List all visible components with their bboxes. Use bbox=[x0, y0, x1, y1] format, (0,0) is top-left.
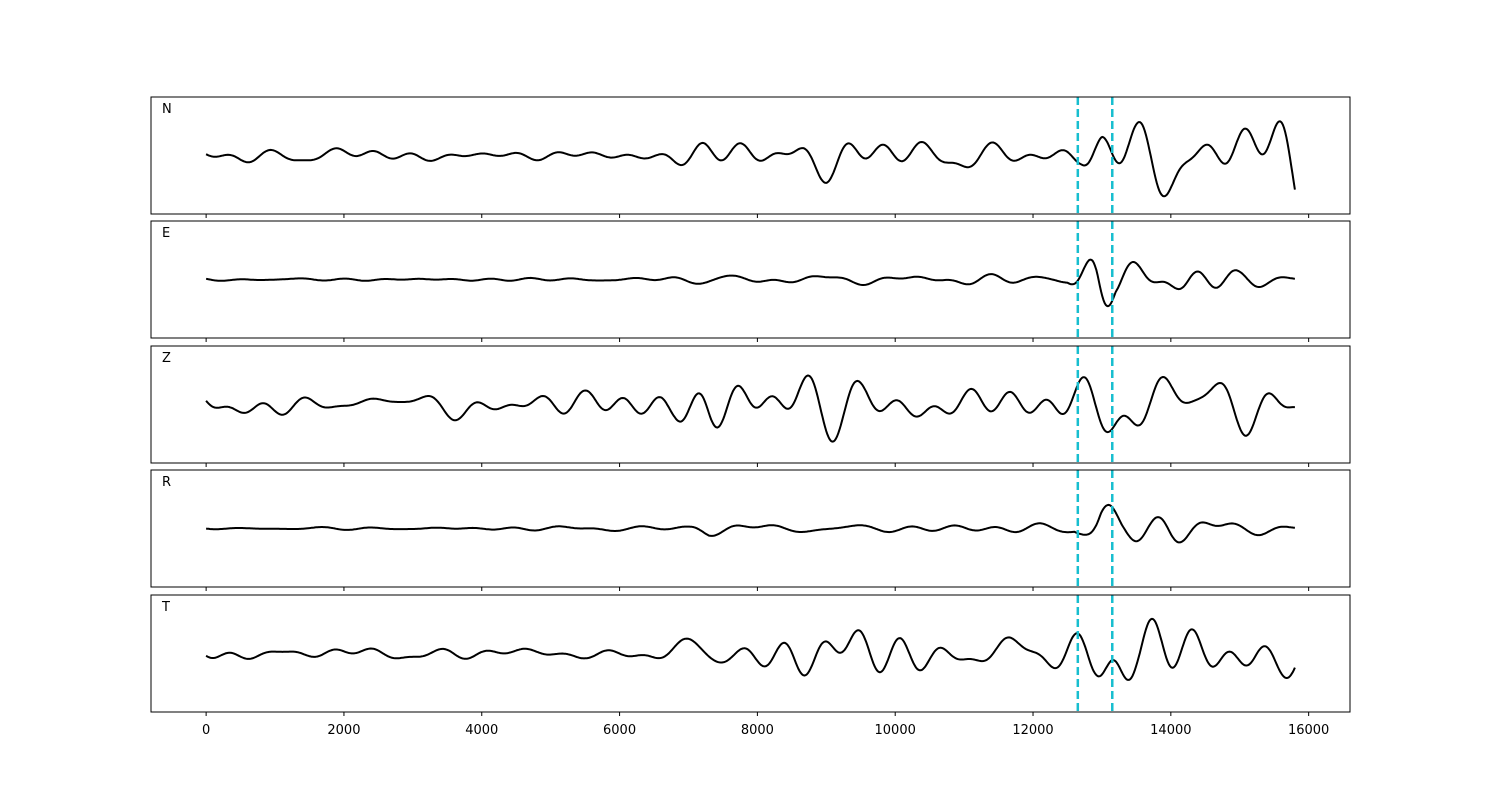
panel-frame bbox=[150, 594, 1351, 713]
panel-t: T bbox=[150, 594, 1351, 716]
panel-n: N bbox=[150, 96, 1351, 218]
x-tick-label: 12000 bbox=[1012, 723, 1053, 738]
trace-e bbox=[205, 258, 1295, 308]
trace-t bbox=[205, 617, 1296, 681]
panel-e: E bbox=[150, 220, 1351, 342]
x-tick-label: 10000 bbox=[875, 723, 916, 738]
panel-label: R bbox=[162, 475, 171, 490]
panels-group: N E Z R T bbox=[150, 96, 1351, 716]
panel-label: N bbox=[162, 102, 172, 117]
panel-label: E bbox=[162, 226, 170, 241]
panel-frame bbox=[150, 345, 1351, 464]
x-tick-label: 6000 bbox=[603, 723, 636, 738]
x-tick-label: 2000 bbox=[327, 723, 360, 738]
x-tick-label: 8000 bbox=[741, 723, 774, 738]
panel-r: R bbox=[150, 469, 1351, 591]
x-tick-label: 14000 bbox=[1150, 723, 1191, 738]
panel-label: T bbox=[161, 600, 170, 615]
trace-z bbox=[205, 374, 1295, 443]
x-tick-label: 0 bbox=[202, 723, 210, 738]
panel-frame bbox=[150, 220, 1351, 339]
x-tick-label: 4000 bbox=[465, 723, 498, 738]
panel-z: Z bbox=[150, 345, 1351, 467]
trace-r bbox=[206, 503, 1295, 544]
panel-frame bbox=[150, 96, 1351, 215]
trace-n bbox=[205, 120, 1296, 198]
panel-frame bbox=[150, 469, 1351, 588]
x-tick-label: 16000 bbox=[1288, 723, 1329, 738]
x-axis: 0 2000 4000 6000 8000 10000 12000 14000 16000 bbox=[202, 723, 1329, 738]
panel-label: Z bbox=[162, 351, 171, 366]
